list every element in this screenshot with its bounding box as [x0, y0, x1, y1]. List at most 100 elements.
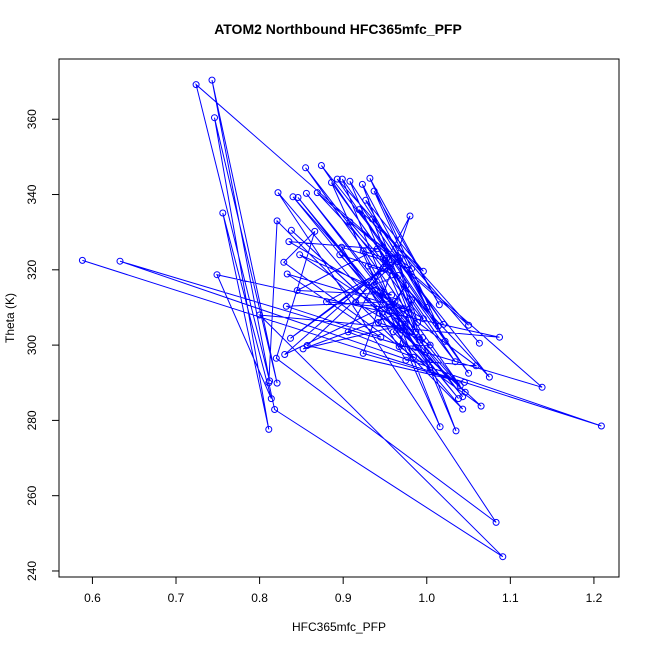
data-point [391, 297, 399, 305]
data-point [538, 383, 546, 391]
data-point [265, 379, 273, 387]
data-point [274, 189, 282, 197]
y-tick-label: 280 [25, 410, 39, 430]
data-point [406, 212, 414, 220]
data-point [477, 402, 485, 410]
data-point [289, 193, 297, 201]
data-point [374, 319, 382, 326]
data-point [280, 258, 288, 266]
data-point [419, 334, 427, 342]
plot-frame [58, 58, 620, 578]
data-point [597, 422, 605, 430]
data-point [451, 358, 459, 366]
data-point [408, 265, 416, 273]
data-point [328, 179, 335, 186]
y-axis-label: Theta (K) [3, 293, 17, 343]
data-point [285, 238, 293, 246]
data-point [377, 333, 385, 341]
data-point [370, 187, 378, 195]
data-point [344, 328, 352, 336]
data-point [273, 379, 281, 387]
data-point [311, 227, 319, 235]
data-point [435, 322, 442, 330]
data-point [338, 175, 346, 183]
data-point [355, 206, 363, 214]
data-point [394, 272, 402, 279]
x-axis-label: HFC365mfc_PFP [292, 620, 386, 634]
data-point [435, 301, 443, 309]
data-point [405, 305, 413, 313]
data-point [388, 291, 396, 299]
data-point [465, 369, 473, 377]
data-point [271, 406, 279, 413]
data-point [441, 337, 449, 345]
data-point [211, 114, 218, 122]
data-point [272, 354, 280, 362]
data-point [346, 218, 354, 226]
data-point [302, 189, 310, 197]
data-point [359, 349, 367, 357]
data-point [385, 307, 393, 315]
data-point [459, 405, 467, 413]
data-point [402, 356, 410, 364]
data-point [381, 265, 389, 273]
data-point [460, 378, 468, 386]
data-point [267, 395, 275, 403]
data-point [359, 247, 367, 255]
data-point [381, 256, 389, 264]
data-point [313, 189, 321, 197]
data-point [375, 309, 383, 317]
data-point [336, 251, 344, 259]
data-point [499, 553, 507, 561]
x-axis: 0.6 0.7 0.8 0.9 1.0 1.1 1.2 [84, 577, 603, 605]
data-point [455, 395, 462, 403]
x-tick-label: 0.6 [84, 591, 101, 605]
data-point [116, 257, 124, 265]
data-point [362, 196, 370, 204]
data-point [265, 425, 273, 433]
data-point [436, 423, 444, 431]
series-line [82, 79, 602, 558]
data-point [256, 311, 264, 319]
data-point [296, 251, 304, 259]
data-point [485, 373, 493, 381]
data-point [408, 296, 416, 304]
data-point [492, 518, 500, 526]
y-tick-label: 260 [25, 485, 39, 505]
data-point [78, 256, 86, 264]
data-point [475, 339, 483, 347]
y-tick-label: 300 [25, 335, 39, 355]
data-point [352, 298, 360, 306]
y-axis: 240 260 280 300 320 340 360 [25, 109, 59, 581]
data-point [414, 319, 422, 326]
data-point [371, 287, 379, 294]
data-point [333, 175, 341, 183]
data-point [394, 253, 401, 261]
y-tick-label: 360 [25, 109, 39, 129]
x-tick-label: 1.1 [502, 591, 519, 605]
data-point [423, 304, 431, 311]
data-point [281, 351, 289, 358]
data-point [383, 255, 391, 262]
y-tick-label: 340 [25, 184, 39, 204]
data-point [219, 209, 227, 217]
data-point [302, 164, 310, 172]
data-point [192, 81, 200, 89]
data-point [456, 382, 464, 390]
data-point [364, 262, 372, 270]
data-point [303, 342, 311, 349]
data-point [419, 267, 427, 275]
x-tick-label: 0.7 [168, 591, 185, 605]
data-point [412, 328, 420, 336]
data-point [459, 393, 467, 401]
data-point [373, 245, 381, 253]
data-point [409, 353, 417, 361]
x-tick-label: 1.2 [586, 591, 603, 605]
x-tick-label: 0.8 [251, 591, 268, 605]
y-tick-label: 240 [25, 561, 39, 581]
data-point [213, 271, 221, 279]
data-point [440, 320, 447, 328]
x-tick-label: 1.0 [418, 591, 435, 605]
data-point [287, 334, 294, 342]
